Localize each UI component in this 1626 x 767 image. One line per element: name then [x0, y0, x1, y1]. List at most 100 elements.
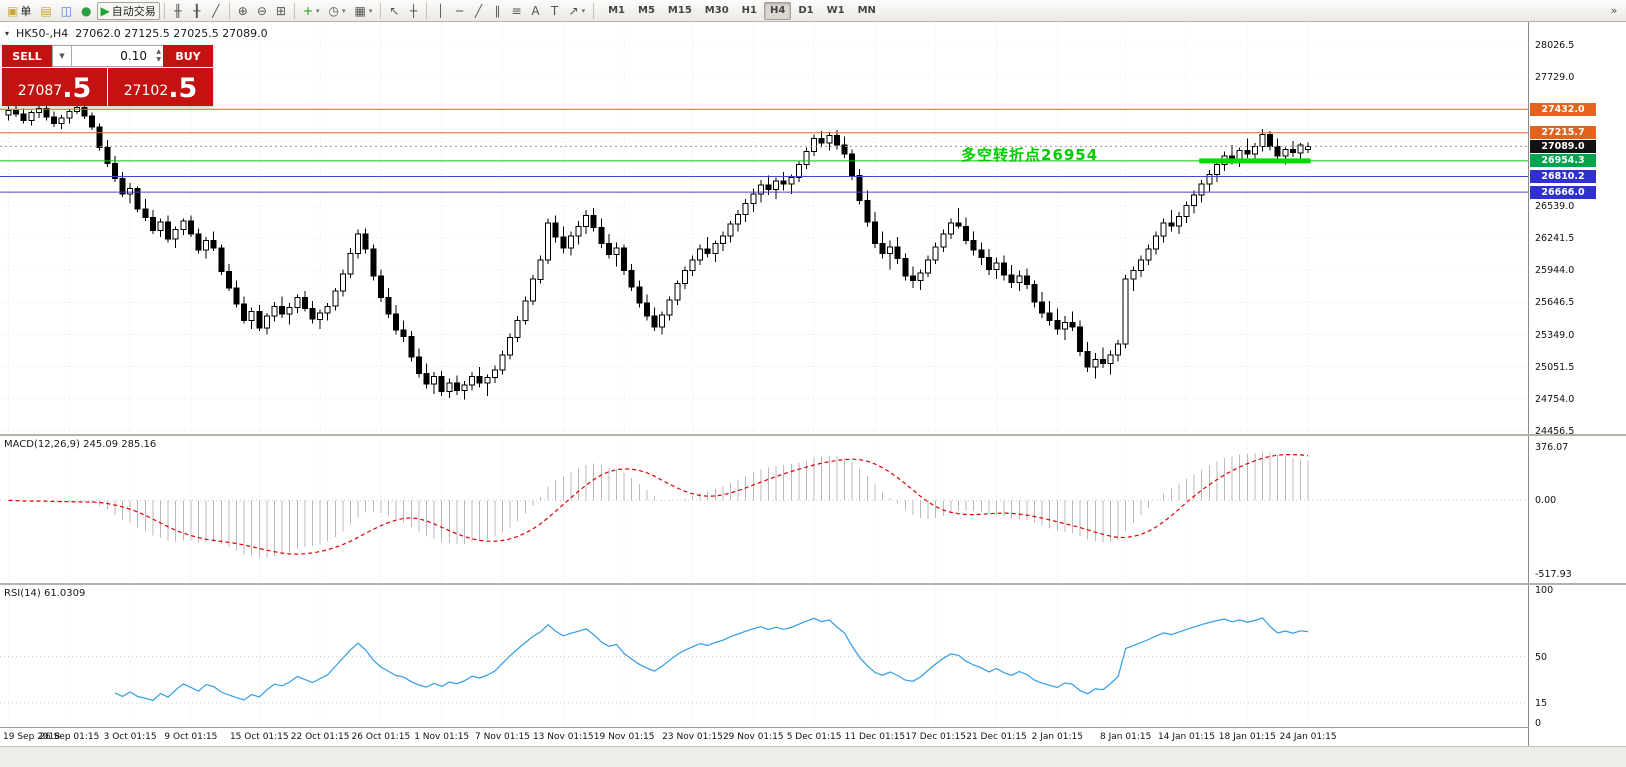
price-tick-label: 28026.5	[1535, 40, 1575, 51]
macd-tick-label: 376.07	[1535, 442, 1569, 453]
bar-chart-icon[interactable]: ╫	[169, 2, 187, 20]
spinner-up-icon[interactable]: ▲	[156, 48, 161, 55]
toolbar-more-icon[interactable]: »	[1610, 4, 1618, 17]
grid	[0, 22, 1528, 434]
sell-button[interactable]: SELL	[2, 45, 52, 67]
time-axis[interactable]: 19 Sep 2018 26 Sep 01:15 3 Oct 01:15 9 Oct …	[0, 727, 1528, 746]
price-axis[interactable]: 28026.5 27729.0 26539.0 26241.5 25944.0 25646…	[1528, 22, 1626, 746]
label-icon[interactable]: T	[546, 2, 564, 20]
candlestick-chart-icon[interactable]: ╂	[188, 2, 206, 20]
timeframe-w1-button[interactable]: W1	[826, 5, 845, 16]
price-tag-26954.3[interactable]: 26954.3	[1530, 154, 1596, 167]
market-watch-icon[interactable]: ●	[77, 2, 95, 20]
timeframe-m15-button[interactable]: M15	[667, 5, 692, 16]
rsi-chart[interactable]	[0, 585, 1528, 727]
toolbar-separator	[593, 2, 595, 19]
timeframe-m5-button[interactable]: M5	[638, 5, 655, 16]
rsi-tick-label: 0	[1535, 718, 1542, 729]
profiles-icon[interactable]: ◫	[57, 2, 76, 20]
vertical-line-icon[interactable]: │	[431, 2, 449, 20]
macd-tick-label: -517.93	[1535, 569, 1572, 580]
tile-windows-icon[interactable]: ⊞	[272, 2, 290, 20]
cursor-icon[interactable]: ↖	[385, 2, 403, 20]
one-click-toggle-icon[interactable]: ▾	[5, 29, 10, 38]
time-label: 26 Sep 01:15	[39, 732, 100, 742]
text-icon[interactable]: A	[527, 2, 545, 20]
candlestick-chart[interactable]	[0, 22, 1528, 434]
price-tick-label: 25349.0	[1535, 330, 1575, 341]
cursor-icon-glyph: ↖	[389, 3, 400, 18]
timeframe-mn-button[interactable]: MN	[857, 5, 876, 16]
volume-input[interactable]	[72, 46, 163, 66]
spinner-down-icon[interactable]: ▼	[156, 56, 161, 63]
macd-panel[interactable]: MACD(12,26,9) 245.09 285.16	[0, 436, 1528, 583]
price-tick-label: 25051.5	[1535, 362, 1575, 373]
volume-spinner[interactable]: ▲ ▼	[156, 49, 161, 63]
toolbar-separator	[293, 2, 295, 19]
auto-trading-button[interactable]: ▶ 自动交易	[96, 1, 160, 20]
arrows-icon[interactable]: ↗ ▾	[565, 2, 590, 20]
price-tag-26810.2[interactable]: 26810.2	[1530, 170, 1596, 183]
timeframe-h4-button[interactable]: H4	[764, 1, 792, 20]
price-tag-26666.0[interactable]: 26666.0	[1530, 186, 1596, 199]
volume-dropdown-button[interactable]: ▼	[52, 45, 72, 67]
new-order-button[interactable]: ▣ 单	[3, 2, 35, 20]
channel-icon[interactable]: ∥	[488, 2, 506, 20]
ask-price-main: 27102	[123, 83, 169, 100]
tile-windows-icon-glyph: ⊞	[275, 3, 286, 18]
label-icon-glyph: T	[550, 3, 559, 18]
price-tag-27089.0[interactable]: 27089.0	[1530, 140, 1596, 153]
time-label: 9 Oct 01:15	[164, 732, 218, 742]
periods-icon[interactable]: ◷ ▾	[325, 2, 350, 20]
candlestick-series	[5, 103, 1312, 400]
turning-point-highlight	[1199, 158, 1311, 164]
ask-price-box[interactable]: 27102.5	[108, 68, 213, 106]
bottom-strip	[0, 746, 1626, 767]
fibonacci-icon-glyph: ≡	[511, 3, 522, 18]
buy-button[interactable]: BUY	[163, 45, 213, 67]
timeframe-h1-button[interactable]: H1	[741, 5, 757, 16]
fibonacci-icon[interactable]: ≡	[507, 2, 525, 20]
zoom-out-icon[interactable]: ⊖	[253, 2, 271, 20]
panel-separator[interactable]	[0, 583, 1626, 585]
time-label: 24 Jan 01:15	[1279, 732, 1337, 742]
time-label: 19 Sep 2018	[3, 732, 61, 742]
price-tick-label: 24456.5	[1535, 426, 1575, 437]
timeframe-m30-button[interactable]: M30	[704, 5, 729, 16]
panel-separator[interactable]	[0, 434, 1626, 436]
price-tag-27215.7[interactable]: 27215.7	[1530, 126, 1596, 139]
timeframe-d1-button[interactable]: D1	[798, 5, 814, 16]
rsi-tick-label: 15	[1535, 698, 1548, 709]
time-label: 14 Jan 01:15	[1158, 732, 1215, 742]
macd-signal-line	[8, 454, 1309, 555]
trendline-icon[interactable]: ╱	[469, 2, 487, 20]
time-label: 18 Jan 01:15	[1218, 732, 1276, 742]
text-icon-glyph: A	[531, 3, 540, 18]
candlestick-chart-icon-glyph: ╂	[193, 3, 201, 18]
rsi-panel[interactable]: RSI(14) 61.0309	[0, 585, 1528, 727]
timeframe-group: M1 M5 M15 M30 H1 H4 D1 W1 MN	[602, 1, 882, 20]
time-label: 3 Oct 01:15	[103, 732, 157, 742]
crosshair-icon[interactable]: ┼	[404, 2, 422, 20]
line-chart-icon[interactable]: ╱	[207, 2, 225, 20]
indicators-icon[interactable]: + ▾	[299, 2, 324, 20]
time-label: 21 Dec 01:15	[966, 732, 1027, 742]
timeframe-m1-button[interactable]: M1	[608, 5, 625, 16]
macd-chart[interactable]	[0, 436, 1528, 583]
time-label: 2 Jan 01:15	[1031, 732, 1083, 742]
caret-down-icon: ▾	[581, 6, 586, 15]
horizontal-line-icon[interactable]: ─	[450, 2, 468, 20]
main-chart-panel[interactable]: ▾ HK50-,H4 27062.0 27125.5 27025.5 27089…	[0, 22, 1528, 434]
rsi-label: RSI(14) 61.0309	[4, 588, 86, 599]
turning-point-annotation[interactable]: 多空转折点26954	[961, 146, 1099, 164]
templates-icon[interactable]: ▦ ▾	[351, 2, 377, 20]
templates-icon-glyph: ▦	[354, 3, 366, 18]
bid-price-box[interactable]: 27087.5	[2, 68, 107, 106]
zoom-in-icon[interactable]: ⊕	[234, 2, 252, 20]
toolbar-separator	[426, 2, 428, 19]
bid-price-main: 27087	[17, 83, 63, 100]
macd-tick-label: 0.00	[1535, 495, 1557, 506]
accounts-icon[interactable]: ▤	[36, 2, 55, 20]
price-tag-27432.0[interactable]: 27432.0	[1530, 103, 1596, 116]
time-label: 13 Nov 01:15	[532, 732, 594, 742]
